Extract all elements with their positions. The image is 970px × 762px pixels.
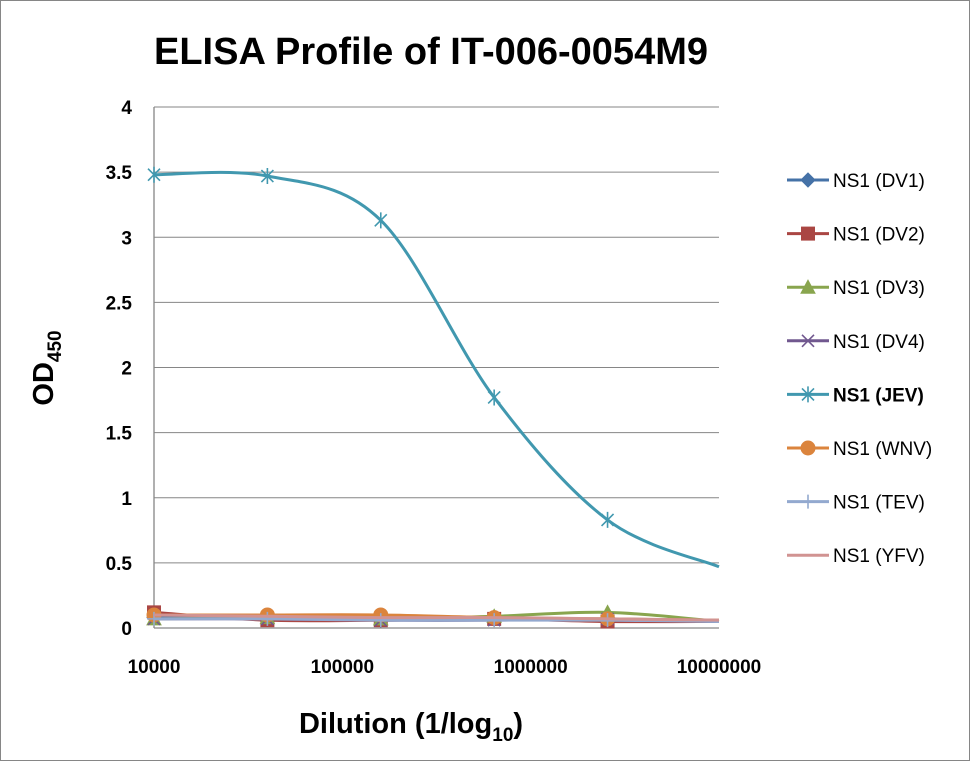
x-tick-label-3: 10000000 bbox=[677, 657, 762, 678]
data-point-6-3 bbox=[487, 613, 502, 628]
y-axis-title-main: OD bbox=[28, 362, 60, 406]
y-tick-label-3: 1.5 bbox=[106, 424, 133, 445]
legend-label-7: NS1 (YFV) bbox=[833, 546, 925, 567]
y-tick-label-4: 2 bbox=[121, 359, 132, 380]
x-axis-title-tail: ) bbox=[513, 708, 523, 740]
legend-label-0: NS1 (DV1) bbox=[833, 171, 925, 192]
y-tick-label-2: 1 bbox=[121, 489, 132, 510]
y-tick-label-5: 2.5 bbox=[106, 293, 133, 314]
legend-label-3: NS1 (DV4) bbox=[833, 332, 925, 353]
legend-marker-1 bbox=[801, 226, 815, 241]
legend-marker-6 bbox=[801, 494, 815, 509]
y-tick-labels: 0 0.5 1 1.5 2 2.5 3 3.5 4 bbox=[106, 98, 133, 640]
x-tick-label-2: 1000000 bbox=[494, 657, 568, 678]
legend-item-3: NS1 (DV4) bbox=[787, 332, 925, 353]
data-point-4-1 bbox=[260, 168, 274, 185]
chart-title: ELISA Profile of IT-006-0054M9 bbox=[154, 31, 708, 73]
legend-item-4: NS1 (JEV) bbox=[787, 385, 924, 406]
x-tick-label-0: 10000 bbox=[128, 657, 181, 678]
data-point-6-0 bbox=[147, 611, 161, 626]
legend: NS1 (DV1) NS1 (DV2) NS1 (DV3) NS1 (DV4) NS1 … bbox=[787, 171, 932, 567]
legend-label-2: NS1 (DV3) bbox=[833, 278, 925, 299]
x-tick-label-1: 100000 bbox=[311, 657, 374, 678]
legend-item-7: NS1 (YFV) bbox=[787, 546, 925, 567]
series-7 bbox=[153, 613, 720, 622]
legend-item-6: NS1 (TEV) bbox=[787, 493, 925, 514]
data-point-4-2 bbox=[374, 212, 388, 229]
data-point-4-4 bbox=[600, 511, 615, 528]
legend-marker-4 bbox=[801, 386, 815, 403]
legend-item-1: NS1 (DV2) bbox=[787, 225, 925, 246]
y-tick-label-8: 4 bbox=[121, 98, 132, 119]
data-point-4-3 bbox=[487, 389, 501, 406]
legend-label-1: NS1 (DV2) bbox=[833, 225, 925, 246]
data-point-6-2 bbox=[373, 613, 388, 628]
series-4 bbox=[147, 166, 720, 569]
legend-marker-5 bbox=[800, 440, 816, 456]
series-line-4 bbox=[153, 170, 720, 569]
legend-marker-2 bbox=[800, 279, 816, 294]
y-tick-label-6: 3 bbox=[121, 228, 132, 249]
y-tick-label-0: 0 bbox=[121, 619, 132, 640]
legend-item-5: NS1 (WNV) bbox=[787, 439, 932, 460]
y-axis-title: OD450 bbox=[28, 330, 66, 405]
y-tick-label-7: 3.5 bbox=[106, 163, 133, 184]
x-tick-labels: 10000 100000 1000000 10000000 bbox=[128, 657, 762, 678]
legend-marker-0 bbox=[800, 172, 816, 188]
legend-label-5: NS1 (WNV) bbox=[833, 439, 932, 460]
series-line-7 bbox=[153, 613, 720, 622]
x-axis-title: Dilution (1/log10) bbox=[299, 708, 523, 746]
legend-item-0: NS1 (DV1) bbox=[787, 171, 925, 192]
legend-label-6: NS1 (TEV) bbox=[833, 493, 925, 514]
gridlines bbox=[154, 106, 719, 564]
y-axis-title-subscript: 450 bbox=[45, 330, 66, 362]
x-axis-title-subscript: 10 bbox=[492, 725, 513, 746]
legend-marker-3 bbox=[801, 334, 815, 348]
x-axis-title-main: Dilution (1/log bbox=[299, 708, 492, 740]
y-tick-label-1: 0.5 bbox=[106, 554, 133, 575]
data-point-6-1 bbox=[260, 611, 275, 626]
plot-area bbox=[146, 166, 720, 629]
legend-item-2: NS1 (DV3) bbox=[787, 278, 925, 299]
legend-label-4: NS1 (JEV) bbox=[833, 385, 924, 406]
data-point-4-0 bbox=[147, 166, 161, 183]
